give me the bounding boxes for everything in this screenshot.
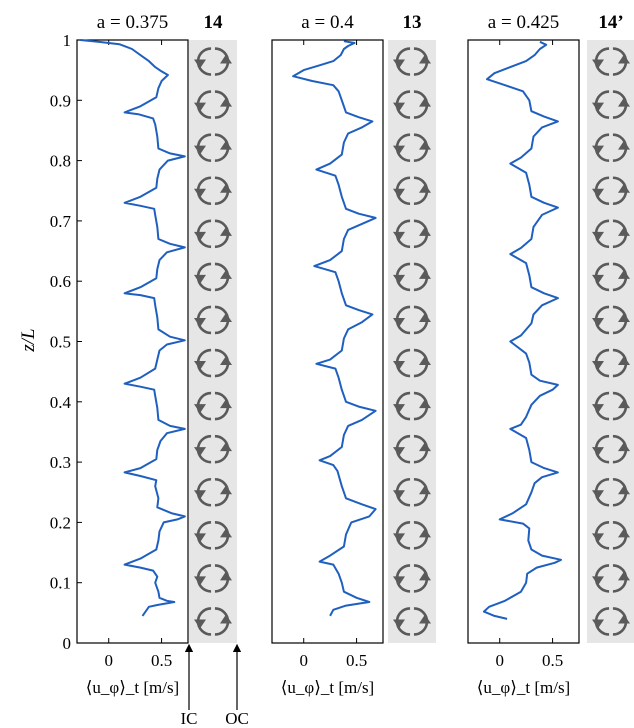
roll-strip-background bbox=[587, 40, 634, 643]
x-tick-label: 0.5 bbox=[346, 651, 367, 670]
panel-3: 0 0.5 ⟨u_φ⟩_t [m/s] a = 0.425 14’ bbox=[468, 12, 634, 697]
roll-count: 13 bbox=[403, 12, 422, 33]
y-tick-label: 0.9 bbox=[50, 91, 71, 110]
roll-count: 14 bbox=[204, 12, 224, 33]
y-tick-label: 0.1 bbox=[50, 574, 71, 593]
panel-parameter: a = 0.425 bbox=[488, 12, 559, 33]
x-tick-label: 0.5 bbox=[542, 651, 563, 670]
panels: 0 0.5 0 0.1 0.2 0.3 0.4 0.5 0.6 0.7 0.8 0.9 1 ⟨u_φ⟩_t… bbox=[50, 12, 634, 697]
x-axis-label: ⟨u_φ⟩_t [m/s] bbox=[281, 678, 374, 697]
x-tick-label: 0 bbox=[495, 651, 504, 670]
roll-strip-background bbox=[388, 40, 436, 643]
roll-strip bbox=[587, 40, 634, 643]
y-tick-label: 0.5 bbox=[50, 333, 71, 352]
x-tick-label: 0.5 bbox=[151, 651, 172, 670]
y-axis-label: z/L bbox=[18, 328, 39, 352]
panel-parameter: a = 0.4 bbox=[301, 12, 354, 33]
panel-2: 0 0.5 ⟨u_φ⟩_t [m/s] a = 0.4 13 bbox=[272, 12, 436, 697]
y-tick-label: 0.8 bbox=[50, 152, 71, 171]
plot-frame bbox=[77, 40, 188, 643]
plot-frame bbox=[468, 40, 579, 643]
y-tick-label: 0 bbox=[63, 634, 72, 653]
roll-strip-background bbox=[189, 40, 237, 643]
plot-frame bbox=[272, 40, 383, 643]
y-tick-label: 0.6 bbox=[50, 272, 71, 291]
y-tick-label: 0.2 bbox=[50, 513, 71, 532]
cylinder-markers: IC OC bbox=[181, 648, 249, 728]
y-tick-label: 0.7 bbox=[50, 212, 72, 231]
y-tick-label: 1 bbox=[63, 31, 72, 50]
roll-strip bbox=[388, 40, 436, 643]
x-tick-label: 0 bbox=[299, 651, 308, 670]
y-tick-label: 0.3 bbox=[50, 453, 71, 472]
x-axis-label: ⟨u_φ⟩_t [m/s] bbox=[86, 678, 179, 697]
roll-strip bbox=[189, 40, 237, 643]
x-tick-label: 0 bbox=[104, 651, 113, 670]
outer-cylinder-label: OC bbox=[225, 709, 249, 728]
panel-parameter: a = 0.375 bbox=[97, 12, 168, 33]
panel-1: 0 0.5 0 0.1 0.2 0.3 0.4 0.5 0.6 0.7 0.8 0.9 1 ⟨u_φ⟩_t… bbox=[50, 12, 237, 697]
x-axis-label: ⟨u_φ⟩_t [m/s] bbox=[477, 678, 570, 697]
y-tick-label: 0.4 bbox=[50, 393, 72, 412]
roll-count: 14’ bbox=[598, 12, 623, 33]
inner-cylinder-label: IC bbox=[181, 709, 198, 728]
